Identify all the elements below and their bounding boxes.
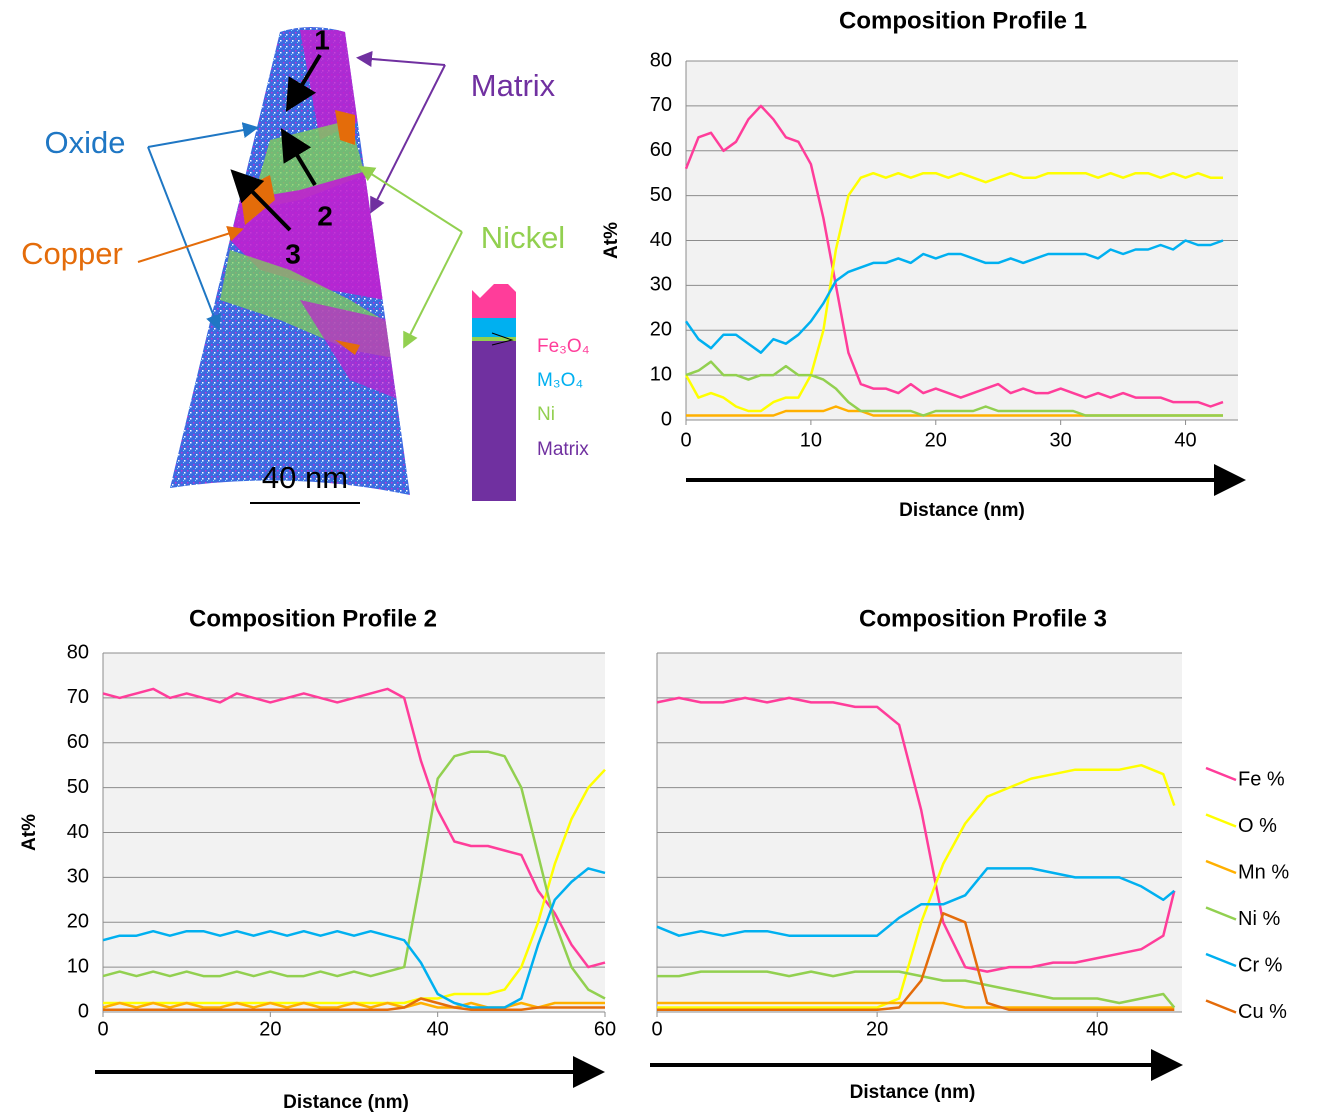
y-tick-label: 60 [650,139,672,161]
x-tick-label: 40 [1174,429,1196,451]
y-tick-label: 40 [650,229,672,251]
profile-marker: 2 [317,200,333,231]
x-tick-label: 60 [594,1018,616,1040]
y-tick-label: 50 [650,184,672,206]
chart: 0 10 20 30 40 50 60 70 80 0 20 40 60 Composition Prof… [19,605,616,1113]
phase-label: Ni [537,404,555,425]
y-axis-label: At% [19,814,40,851]
legend-label: Ni % [1238,908,1280,930]
x-tick-label: 20 [259,1018,281,1040]
x-axis-label: Distance (nm) [899,500,1025,521]
y-tick-label: 10 [67,955,89,977]
legend-label: Fe % [1238,768,1285,790]
profile-marker: 3 [285,238,301,269]
region-label: Copper [21,236,123,271]
legend-swatch [1206,1001,1236,1013]
legend-label: Mn % [1238,861,1289,883]
legend: Fe % O % Mn % Ni % Cr % Cu % [1206,768,1289,1023]
y-tick-label: 40 [67,821,89,843]
x-tick-label: 40 [427,1018,449,1040]
x-tick-label: 20 [925,429,947,451]
y-tick-label: 30 [67,866,89,888]
profile-marker: 1 [314,24,330,55]
y-tick-label: 20 [67,911,89,933]
legend-swatch [1206,768,1236,780]
region-label: Matrix [471,68,556,103]
x-axis-label: Distance (nm) [850,1082,976,1103]
y-tick-label: 70 [650,94,672,116]
y-tick-label: 80 [650,49,672,71]
legend-swatch [1206,908,1236,920]
x-tick-label: 0 [651,1018,662,1040]
figure: 1 2 3 Oxide Matrix Copper Nickel 40 nm F… [0,0,1321,1118]
x-tick-label: 0 [680,429,691,451]
chart: 0 10 20 30 40 50 60 70 80 0 10 20 30 40 Composition Pr… [601,7,1238,521]
y-tick-label: 0 [78,1000,89,1022]
y-tick-label: 80 [67,641,89,663]
x-tick-label: 0 [97,1018,108,1040]
scale-bar-label: 40 nm [262,460,348,495]
page: 1 2 3 Oxide Matrix Copper Nickel 40 nm F… [0,0,1321,1118]
x-axis-label: Distance (nm) [283,1092,409,1113]
region-label: Oxide [45,125,126,160]
phase-label: Matrix [537,439,589,460]
y-tick-label: 10 [650,363,672,385]
y-tick-label: 50 [67,776,89,798]
chart-title: Composition Profile 2 [189,605,437,632]
x-tick-label: 30 [1050,429,1072,451]
phase-label: Fe₃O₄ [537,336,590,357]
y-axis-label: At% [601,222,622,259]
phase-label: M₃O₄ [537,370,583,391]
legend-swatch [1206,954,1236,966]
x-tick-label: 10 [800,429,822,451]
chart-title: Composition Profile 1 [839,7,1087,34]
reconstruction: 1 2 3 Oxide Matrix Copper Nickel 40 nm F… [21,24,590,503]
legend-label: Cu % [1238,1001,1287,1023]
y-tick-label: 60 [67,731,89,753]
phase-stack [472,284,516,501]
y-tick-label: 20 [650,319,672,341]
legend-swatch [1206,861,1236,873]
y-tick-label: 30 [650,274,672,296]
legend-label: Cr % [1238,954,1283,976]
chart: 0 20 40 Composition Profile 3 Distance (nm) F… [650,605,1289,1103]
legend-swatch [1206,815,1236,827]
chart-title: Composition Profile 3 [859,605,1107,632]
region-label: Nickel [481,220,565,255]
legend-label: O % [1238,815,1277,837]
y-tick-label: 70 [67,686,89,708]
x-tick-label: 20 [866,1018,888,1040]
y-tick-label: 0 [661,408,672,430]
x-tick-label: 40 [1086,1018,1108,1040]
